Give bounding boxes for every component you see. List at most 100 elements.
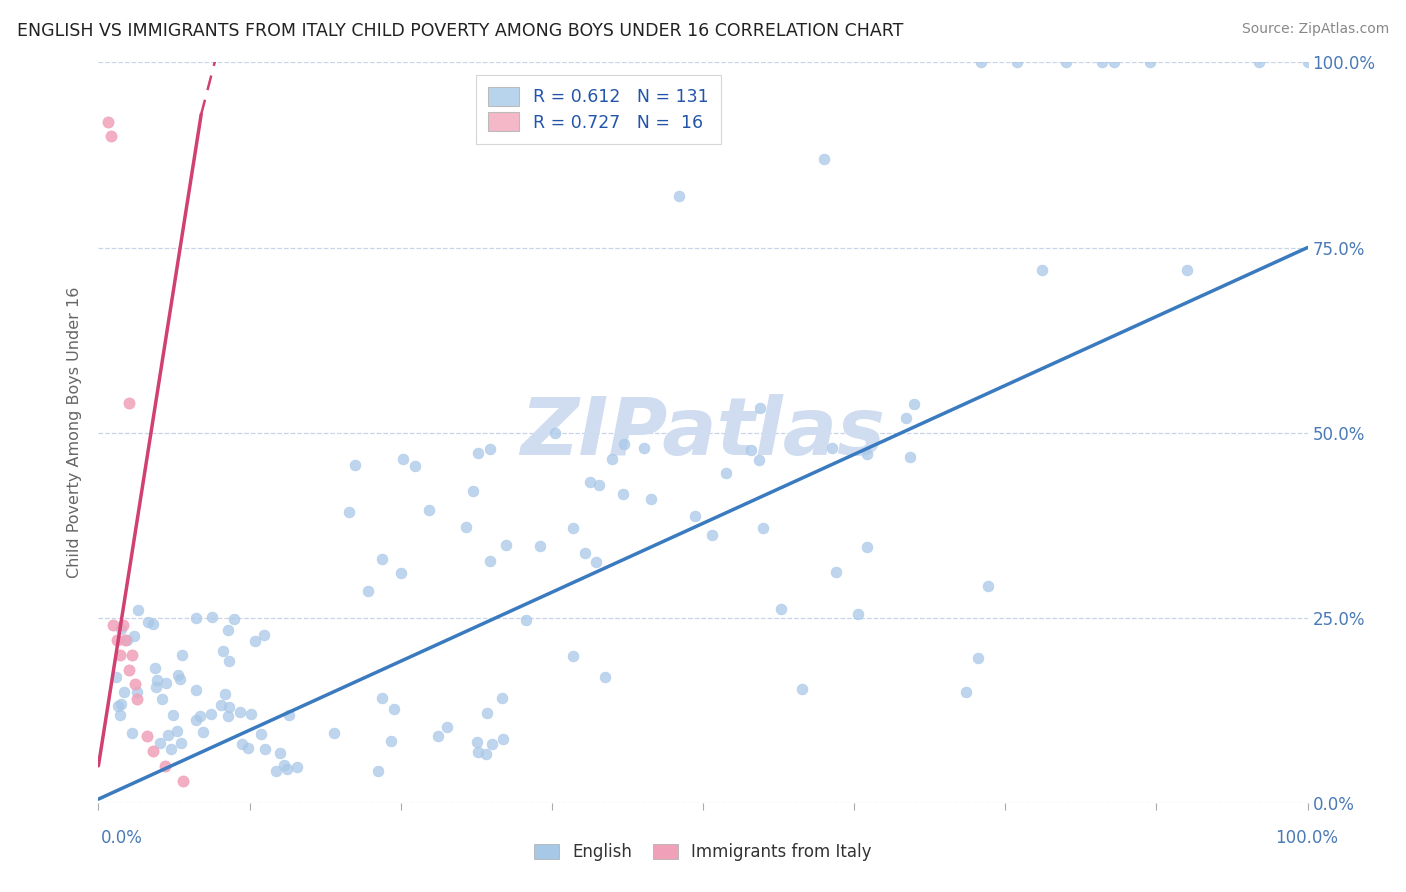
Point	[107, 699, 129, 714]
Point	[454, 520, 477, 534]
Point	[273, 758, 295, 772]
Point	[825, 566, 848, 580]
Point	[118, 663, 141, 677]
Point	[118, 396, 141, 410]
Point	[380, 734, 402, 748]
Point	[600, 451, 623, 466]
Point	[218, 700, 240, 714]
Text: Source: ZipAtlas.com: Source: ZipAtlas.com	[1241, 22, 1389, 37]
Point	[146, 673, 169, 687]
Point	[436, 720, 458, 734]
Point	[1102, 55, 1125, 70]
Point	[142, 616, 165, 631]
Point	[1054, 55, 1077, 70]
Point	[172, 773, 194, 788]
Point	[1175, 262, 1198, 277]
Text: ZIPatlas: ZIPatlas	[520, 393, 886, 472]
Point	[955, 684, 977, 698]
Point	[231, 737, 253, 751]
Point	[404, 459, 426, 474]
Point	[492, 731, 515, 746]
Point	[846, 607, 869, 622]
Point	[108, 707, 131, 722]
Point	[184, 682, 207, 697]
Point	[240, 707, 263, 722]
Point	[169, 735, 191, 749]
Point	[740, 443, 762, 458]
Point	[465, 735, 488, 749]
Point	[188, 709, 211, 723]
Point	[751, 521, 773, 535]
Point	[337, 505, 360, 519]
Point	[209, 698, 232, 712]
Legend: R = 0.612   N = 131, R = 0.727   N =  16: R = 0.612 N = 131, R = 0.727 N = 16	[475, 75, 721, 144]
Point	[1296, 55, 1319, 70]
Point	[236, 741, 259, 756]
Point	[612, 436, 634, 450]
Point	[668, 188, 690, 202]
Point	[966, 651, 988, 665]
Point	[166, 723, 188, 738]
Point	[894, 411, 917, 425]
Point	[1139, 55, 1161, 70]
Point	[162, 708, 184, 723]
Point	[770, 602, 793, 616]
Point	[544, 425, 567, 440]
Point	[479, 554, 502, 568]
Point	[323, 725, 346, 739]
Point	[1031, 262, 1053, 277]
Point	[278, 707, 301, 722]
Point	[97, 114, 120, 128]
Point	[856, 540, 879, 554]
Point	[855, 447, 877, 461]
Point	[110, 698, 132, 712]
Point	[217, 624, 239, 638]
Point	[640, 491, 662, 506]
Point	[142, 744, 165, 758]
Point	[100, 129, 122, 144]
Point	[127, 603, 149, 617]
Point	[143, 661, 166, 675]
Point	[169, 672, 191, 686]
Point	[467, 446, 489, 460]
Point	[150, 692, 173, 706]
Point	[529, 539, 551, 553]
Point	[112, 684, 135, 698]
Point	[170, 648, 193, 662]
Point	[266, 764, 288, 778]
Point	[105, 670, 128, 684]
Text: 0.0%: 0.0%	[101, 829, 143, 847]
Point	[820, 442, 842, 456]
Point	[229, 705, 252, 719]
Point	[155, 676, 177, 690]
Point	[392, 451, 415, 466]
Point	[702, 528, 724, 542]
Point	[269, 746, 291, 760]
Point	[145, 680, 167, 694]
Point	[121, 725, 143, 739]
Point	[285, 760, 308, 774]
Point	[562, 521, 585, 535]
Point	[160, 742, 183, 756]
Point	[371, 552, 394, 566]
Y-axis label: Child Poverty Among Boys Under 16: Child Poverty Among Boys Under 16	[67, 287, 83, 578]
Point	[903, 397, 925, 411]
Point	[561, 649, 583, 664]
Point	[276, 762, 298, 776]
Point	[382, 702, 405, 716]
Point	[790, 681, 813, 696]
Point	[1007, 55, 1029, 70]
Point	[427, 729, 450, 743]
Point	[418, 502, 440, 516]
Point	[110, 622, 132, 636]
Text: ENGLISH VS IMMIGRANTS FROM ITALY CHILD POVERTY AMONG BOYS UNDER 16 CORRELATION C: ENGLISH VS IMMIGRANTS FROM ITALY CHILD P…	[17, 22, 903, 40]
Point	[467, 745, 489, 759]
Point	[748, 401, 770, 416]
Legend: English, Immigrants from Italy: English, Immigrants from Italy	[527, 837, 879, 868]
Point	[186, 713, 208, 727]
Point	[977, 579, 1000, 593]
Point	[149, 737, 172, 751]
Point	[105, 632, 128, 647]
Point	[156, 728, 179, 742]
Point	[371, 690, 394, 705]
